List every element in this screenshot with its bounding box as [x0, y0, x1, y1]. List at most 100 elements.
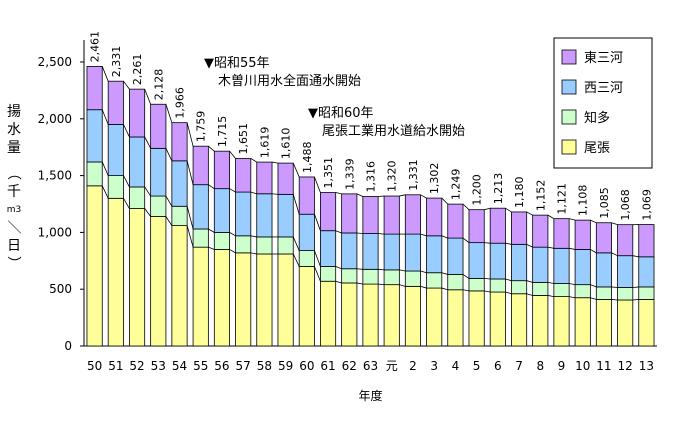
- series-connector: [208, 246, 215, 250]
- bar-segment: [362, 268, 379, 285]
- legend-label: 西三河: [584, 81, 623, 96]
- bar-segment: [256, 161, 273, 195]
- series-connector: [292, 253, 300, 267]
- legend-swatch: [561, 139, 577, 155]
- bar-segment: [383, 195, 400, 235]
- series-connector: [123, 80, 130, 90]
- bar-segment: [320, 230, 337, 267]
- series-connector: [441, 235, 448, 239]
- x-tick-label: 61: [320, 359, 335, 373]
- series-connector: [123, 124, 130, 138]
- series-connector: [611, 252, 618, 257]
- series-connector: [611, 299, 618, 301]
- x-tick-label: 2: [409, 359, 417, 373]
- bar-segment: [511, 211, 528, 245]
- x-tick-label: 10: [575, 359, 590, 373]
- bar-segment: [447, 274, 464, 291]
- bar-segment: [213, 188, 230, 233]
- total-label: 1,200: [471, 174, 484, 205]
- bar-segment: [404, 270, 421, 287]
- series-connector: [399, 194, 406, 197]
- total-label: 1,759: [195, 111, 208, 143]
- bar-segment: [362, 233, 379, 270]
- total-label: 2,128: [152, 69, 165, 101]
- bar-segment: [86, 109, 103, 163]
- series-connector: [123, 198, 130, 209]
- series-connector: [526, 280, 533, 283]
- x-tick-label: 8: [536, 359, 544, 373]
- x-tick-label: 62: [342, 359, 357, 373]
- series-connector: [144, 186, 151, 197]
- series-connector: [229, 150, 236, 159]
- y-axis-unit-char: ）: [5, 256, 21, 270]
- series-connector: [484, 207, 491, 211]
- bar-segment: [511, 293, 528, 347]
- bar-segment: [617, 287, 634, 301]
- y-tick-label: 0: [64, 339, 72, 353]
- bar-segment: [107, 124, 124, 177]
- bar-segment: [511, 280, 528, 295]
- bar-segment: [171, 160, 188, 207]
- bar-segment: [468, 290, 485, 347]
- bar-segment: [595, 252, 612, 288]
- series-connector: [378, 233, 385, 235]
- bar-segment: [277, 236, 294, 255]
- series-connector: [356, 193, 364, 197]
- series-connector: [292, 194, 300, 215]
- bar-segment: [595, 222, 612, 254]
- series-connector: [526, 293, 533, 296]
- bar-segment: [129, 186, 146, 209]
- bar-segment: [341, 268, 358, 284]
- series-connector: [547, 295, 554, 297]
- legend-label: 知多: [584, 110, 610, 126]
- series-connector: [335, 280, 342, 284]
- series-connector: [547, 246, 554, 249]
- y-axis-title-char: 水: [7, 122, 21, 138]
- series-connector: [123, 175, 130, 188]
- bar-segment: [235, 191, 252, 237]
- series-connector: [378, 268, 385, 271]
- series-connector: [399, 269, 406, 272]
- series-connector: [441, 197, 449, 205]
- bar-segment: [426, 235, 443, 274]
- total-label: 1,121: [556, 183, 569, 215]
- series-connector: [484, 290, 491, 293]
- bar-segment: [256, 236, 273, 255]
- bar-segment: [595, 286, 612, 300]
- x-tick-label: 53: [151, 359, 166, 373]
- bar-segment: [235, 158, 252, 193]
- bar-segment: [638, 299, 655, 347]
- bar-segment: [320, 266, 337, 282]
- series-connector: [378, 283, 385, 286]
- series-connector: [101, 185, 109, 199]
- series-connector: [314, 250, 321, 267]
- series-connector: [144, 89, 152, 105]
- series-connector: [505, 291, 512, 295]
- bar-segment: [107, 175, 124, 199]
- bar-segment: [86, 66, 103, 111]
- bar-segment: [447, 203, 464, 239]
- bar-segment: [383, 269, 400, 286]
- total-label: 1,651: [237, 123, 250, 155]
- bar-segment: [298, 266, 315, 347]
- bar-segment: [638, 256, 655, 288]
- total-label: 1,966: [174, 87, 187, 119]
- legend-swatch: [561, 49, 577, 65]
- series-connector: [165, 216, 173, 226]
- bar-segment: [341, 282, 358, 347]
- bar-segment: [150, 103, 167, 149]
- series-connector: [484, 278, 491, 280]
- total-label: 1,180: [513, 176, 526, 208]
- x-tick-label: 60: [299, 359, 314, 373]
- series-connector: [229, 249, 236, 254]
- series-connector: [441, 272, 448, 275]
- x-tick-label: 13: [639, 359, 654, 373]
- series-connector: [208, 228, 215, 233]
- series-connector: [632, 299, 639, 301]
- total-label: 1,152: [534, 180, 547, 212]
- series-connector: [420, 285, 427, 289]
- bar-segment: [404, 233, 421, 272]
- bar-segment: [150, 195, 167, 217]
- bar-segment: [362, 196, 379, 234]
